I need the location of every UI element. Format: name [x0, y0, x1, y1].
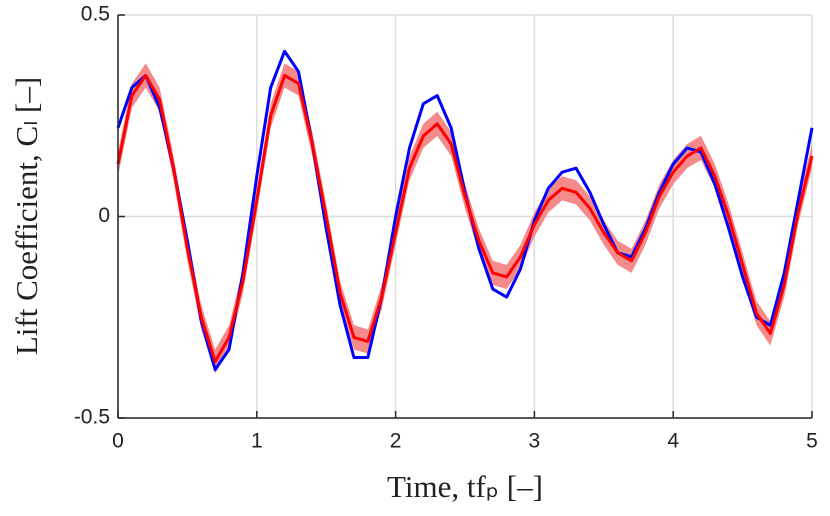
y-axis-title: Lift Coefficient, Cₗ [–]: [9, 77, 44, 355]
x-tick-label: 3: [529, 430, 541, 453]
line: [116, 73, 814, 364]
x-tick-label: 2: [390, 430, 402, 453]
line: [116, 49, 814, 372]
x-axis-title: Time, tfₚ [–]: [387, 469, 543, 504]
error-band: [118, 63, 812, 374]
x-tick-label: 4: [667, 430, 679, 453]
y-tick-label: 0.5: [81, 3, 110, 26]
y-tick-label: -0.5: [74, 406, 110, 429]
x-tick-label: 0: [112, 430, 124, 453]
x-tick-label: 5: [806, 430, 818, 453]
y-tick-label: 0: [98, 204, 110, 227]
x-tick-label: 1: [251, 430, 263, 453]
